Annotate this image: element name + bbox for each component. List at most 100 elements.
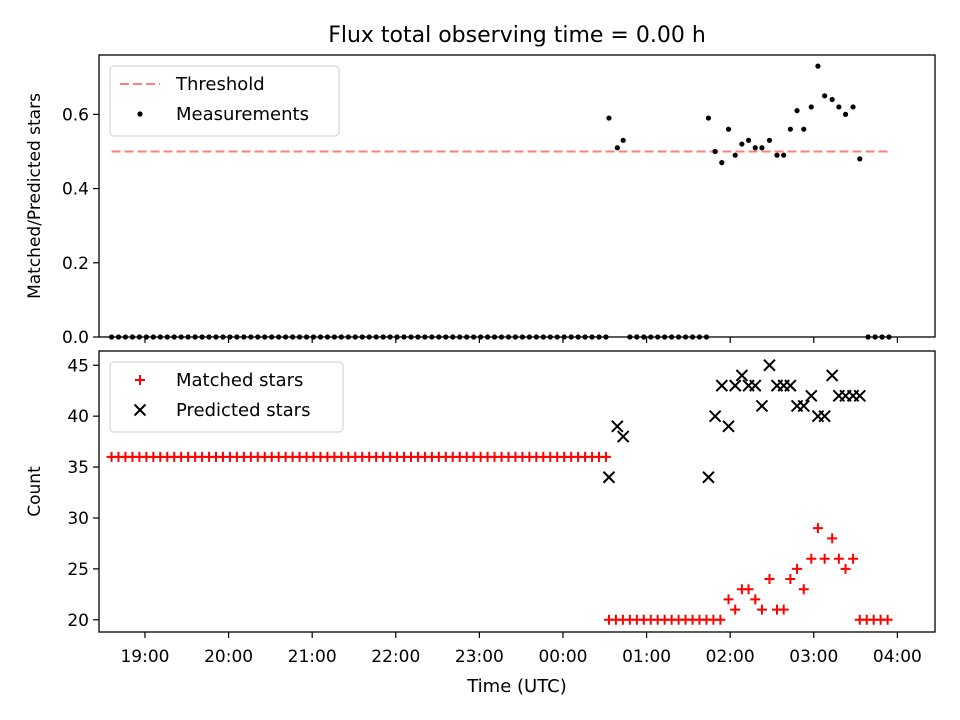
ratio-panel: 0.0 0.2 0.4 0.6 Matched/Predicted stars Thres… bbox=[25, 54, 936, 348]
measurement-point bbox=[808, 104, 814, 110]
measurement-point bbox=[787, 126, 793, 132]
legend: Matched stars Predicted stars bbox=[109, 361, 344, 433]
predicted-point bbox=[784, 379, 797, 392]
measurement-point bbox=[857, 156, 863, 162]
measurement-point bbox=[781, 152, 787, 158]
measurement-point bbox=[752, 145, 758, 151]
measurement-point bbox=[822, 93, 828, 99]
x-tick-label: 22:00 bbox=[371, 647, 420, 667]
matched-point bbox=[785, 574, 796, 585]
predicted-point bbox=[818, 409, 831, 423]
measurement-point bbox=[745, 137, 752, 143]
measurement-point bbox=[739, 141, 745, 147]
measurement-point bbox=[794, 108, 800, 114]
matched-point bbox=[764, 574, 775, 585]
y-tick-label: 0.4 bbox=[62, 180, 89, 200]
measurement-point bbox=[620, 137, 626, 143]
predicted-point bbox=[825, 369, 839, 382]
matched-point bbox=[819, 553, 830, 564]
axes-frame bbox=[98, 350, 936, 633]
legend: Threshold Measurements bbox=[109, 65, 340, 137]
y-tick-label: 0.6 bbox=[62, 105, 89, 125]
measurement-point bbox=[732, 152, 738, 158]
y-tick-label: 45 bbox=[67, 356, 89, 376]
y-tick-label: 0.0 bbox=[62, 328, 89, 348]
y-tick-label: 30 bbox=[67, 509, 89, 529]
legend-box bbox=[109, 65, 340, 137]
y-axis-label: Count bbox=[25, 466, 45, 517]
x-tick-label: 01:00 bbox=[622, 647, 671, 667]
legend-matched-swatch bbox=[135, 375, 145, 385]
matched-point bbox=[827, 533, 838, 544]
predicted-point bbox=[702, 471, 715, 484]
predicted-point bbox=[715, 379, 729, 392]
axes-frame bbox=[98, 54, 936, 338]
predicted-point bbox=[797, 399, 810, 413]
legend-label: Matched stars bbox=[176, 370, 303, 391]
measurement-point bbox=[606, 115, 612, 121]
measurement-point bbox=[801, 126, 807, 132]
predicted-point bbox=[853, 389, 866, 403]
matched-point bbox=[812, 523, 823, 534]
matched-point bbox=[798, 584, 809, 595]
legend-predicted-swatch bbox=[133, 403, 147, 417]
measurement-point bbox=[725, 126, 732, 132]
y-tick-label: 20 bbox=[67, 611, 89, 631]
chart-title: Flux total observing time = 0.00 h bbox=[328, 23, 706, 48]
x-tick-label: 04:00 bbox=[873, 647, 922, 667]
predicted-point bbox=[708, 409, 722, 423]
predicted-point bbox=[755, 399, 769, 413]
x-tick-label: 23:00 bbox=[455, 647, 504, 667]
matched-point bbox=[600, 451, 611, 462]
y-tick-label: 25 bbox=[67, 560, 89, 580]
legend-label: Predicted stars bbox=[176, 400, 310, 421]
measurement-point bbox=[836, 104, 842, 110]
x-tick-label: 02:00 bbox=[706, 647, 755, 667]
x-tick-label: 00:00 bbox=[538, 647, 587, 667]
measurement-point bbox=[719, 160, 725, 166]
x-tick-label: 20:00 bbox=[204, 647, 253, 667]
matched-point bbox=[756, 604, 767, 615]
matched-point bbox=[778, 604, 789, 615]
matched-point bbox=[715, 614, 726, 625]
predicted-point bbox=[735, 369, 749, 382]
matched-point bbox=[750, 594, 761, 605]
legend-label: Threshold bbox=[175, 74, 265, 95]
count-panel: 19:00 20:00 21:00 22:00 23:00 00:00 01:00 02:00… bbox=[25, 350, 936, 667]
predicted-point bbox=[722, 420, 735, 433]
y-axis-label: Matched/Predicted stars bbox=[25, 93, 45, 299]
x-tick-label: 19:00 bbox=[120, 647, 169, 667]
matched-point bbox=[882, 614, 893, 625]
x-tick-label: 21:00 bbox=[288, 647, 337, 667]
predicted-point bbox=[749, 379, 762, 392]
matched-point bbox=[833, 553, 844, 564]
matched-point bbox=[730, 604, 741, 615]
x-axis-label: Time (UTC) bbox=[466, 676, 567, 697]
measurement-point bbox=[712, 148, 718, 155]
measurement-point bbox=[842, 111, 849, 117]
matched-point bbox=[840, 563, 851, 574]
matched-point bbox=[723, 594, 734, 605]
matched-point bbox=[792, 563, 803, 574]
legend-measurement-swatch bbox=[137, 111, 143, 117]
legend-box bbox=[109, 361, 344, 433]
measurement-point bbox=[815, 63, 821, 69]
matched-point bbox=[848, 553, 859, 564]
measurement-point bbox=[759, 145, 765, 151]
predicted-point bbox=[611, 420, 624, 433]
matched-point bbox=[806, 553, 817, 564]
y-tick-label: 0.2 bbox=[62, 254, 89, 274]
measurement-point bbox=[705, 115, 712, 121]
predicted-point bbox=[805, 389, 818, 403]
measurement-point bbox=[774, 152, 780, 158]
matched-point bbox=[743, 584, 754, 595]
measurement-point bbox=[850, 104, 856, 110]
x-tick-label: 03:00 bbox=[789, 647, 838, 667]
measurement-point bbox=[766, 137, 773, 143]
legend-label: Measurements bbox=[176, 104, 309, 125]
predicted-point bbox=[602, 471, 616, 484]
measurement-point bbox=[614, 145, 620, 151]
predicted-point bbox=[728, 379, 742, 392]
y-tick-label: 40 bbox=[67, 407, 89, 427]
